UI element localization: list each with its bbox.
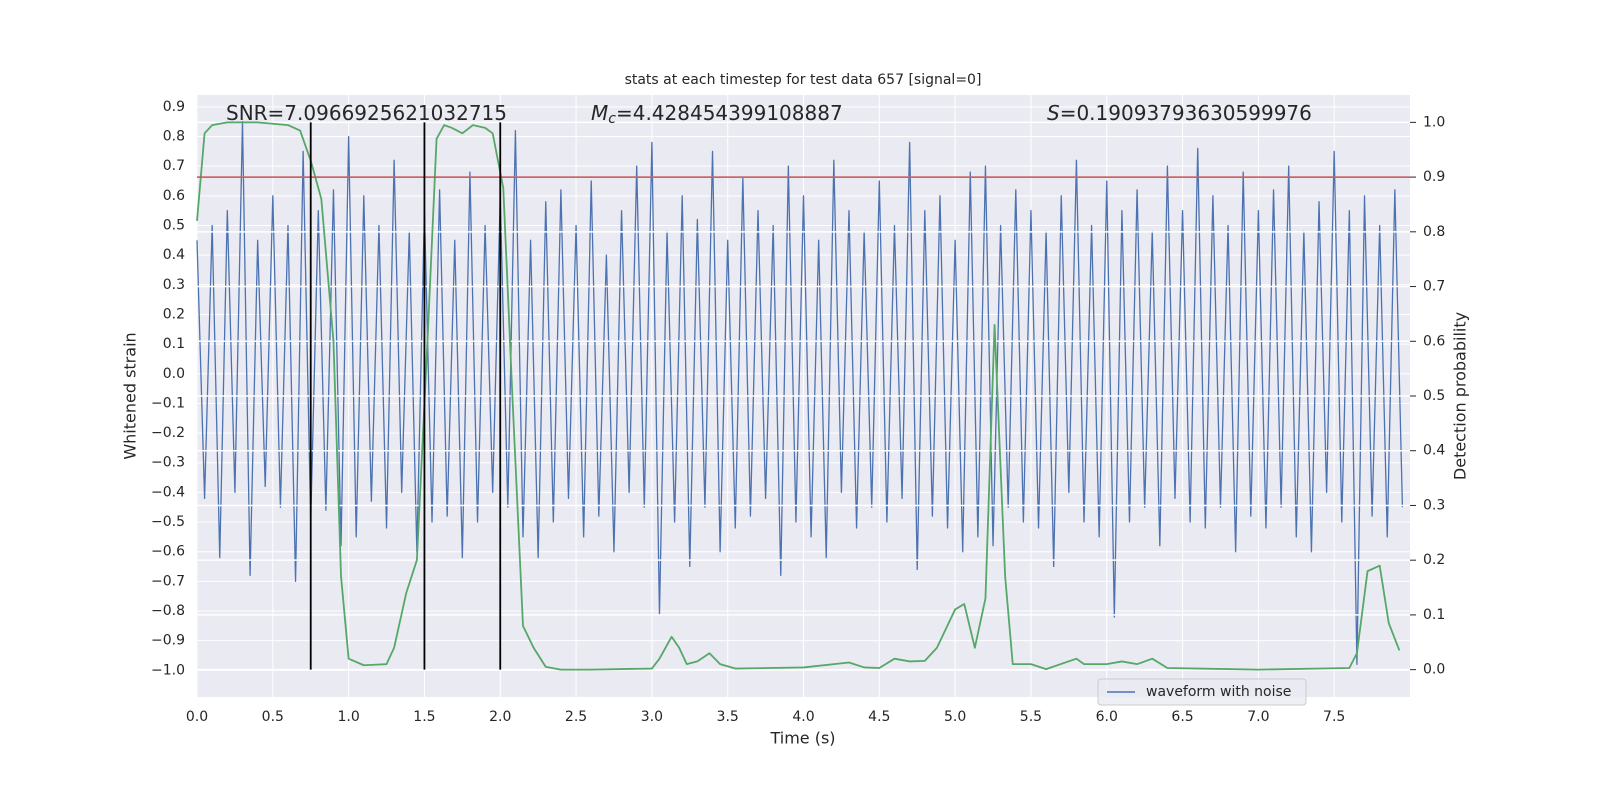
y-tick-label: −0.9: [151, 633, 185, 649]
y-tick-label: 0.8: [163, 129, 185, 145]
x-tick-label: 5.5: [1020, 709, 1042, 725]
y-tick-label: 0.7: [163, 158, 185, 174]
annotation-subscript: c: [608, 111, 616, 127]
x-tick-label: 7.0: [1247, 709, 1269, 725]
y-tick-label: 0.2: [163, 306, 185, 322]
x-tick-label: 2.0: [489, 709, 511, 725]
y-tick-label: 0.6: [163, 188, 185, 204]
y-axis-label: Whitened strain: [121, 332, 140, 459]
x-tick-label: 5.0: [944, 709, 966, 725]
x-tick-label: 2.5: [565, 709, 587, 725]
y-tick-label: −0.5: [151, 514, 185, 530]
annotation-text: SNR=7.0966925621032715: [226, 101, 507, 125]
y-tick-label: −0.6: [151, 544, 185, 560]
y-tick-label: 0.5: [163, 217, 185, 233]
y-tick-label: 0.3: [163, 277, 185, 293]
annotation-text: =0.19093793630599976: [1060, 101, 1312, 125]
y-tick-label: −0.7: [151, 573, 185, 589]
x-tick-label: 7.5: [1323, 709, 1345, 725]
annotation-symbol: S: [1047, 101, 1060, 125]
x-tick-label: 4.5: [868, 709, 890, 725]
y2-tick-label: 1.0: [1423, 114, 1445, 130]
y2-tick-label: 0.6: [1423, 333, 1445, 349]
x-tick-label: 4.0: [792, 709, 814, 725]
y2-tick-label: 0.9: [1423, 169, 1445, 185]
y2-tick-label: 0.2: [1423, 552, 1445, 568]
data-line: [196, 121, 1401, 671]
annotation-text: =4.428454399108887: [616, 101, 843, 125]
y2-axis-label: Detection probability: [1451, 312, 1470, 480]
y2-tick-label: 0.4: [1423, 443, 1445, 459]
legend-box: [1097, 678, 1307, 706]
y-tick-label: 0.0: [163, 366, 185, 382]
y2-tick-label: 0.5: [1423, 388, 1445, 404]
annotation: S=0.19093793630599976: [1047, 101, 1312, 125]
x-tick-label: 3.5: [717, 709, 739, 725]
y2-tick-label: 0.3: [1423, 497, 1445, 513]
annotation: Mc=4.428454399108887: [591, 101, 843, 128]
y-tick-label: 0.1: [163, 336, 185, 352]
x-tick-label: 3.0: [641, 709, 663, 725]
x-tick-label: 6.5: [1171, 709, 1193, 725]
y2-tick-label: 0.7: [1423, 279, 1445, 295]
x-tick-label: 0.0: [186, 709, 208, 725]
y2-tick-label: 0.0: [1423, 662, 1445, 678]
x-tick-label: 1.5: [413, 709, 435, 725]
y-tick-label: 0.9: [163, 99, 185, 115]
legend-label: waveform with noise: [1146, 684, 1291, 700]
y-tick-label: −0.1: [151, 395, 185, 411]
annotation: SNR=7.0966925621032715: [226, 101, 507, 125]
y-tick-label: −0.2: [151, 425, 185, 441]
chart-title: stats at each timestep for test data 657…: [625, 72, 982, 88]
y-tick-label: −0.8: [151, 603, 185, 619]
y2-tick-label: 0.8: [1423, 224, 1445, 240]
x-tick-label: 0.5: [262, 709, 284, 725]
annotation-symbol: M: [591, 101, 608, 125]
data-line: [196, 121, 1404, 666]
y2-tick-label: 0.1: [1423, 607, 1445, 623]
x-axis-label: Time (s): [769, 729, 835, 748]
y-tick-label: −1.0: [151, 662, 185, 678]
x-tick-label: 6.0: [1096, 709, 1118, 725]
y-tick-label: −0.4: [151, 484, 185, 500]
x-tick-label: 1.0: [337, 709, 359, 725]
y-tick-label: 0.4: [163, 247, 185, 263]
y-tick-label: −0.3: [151, 455, 185, 471]
